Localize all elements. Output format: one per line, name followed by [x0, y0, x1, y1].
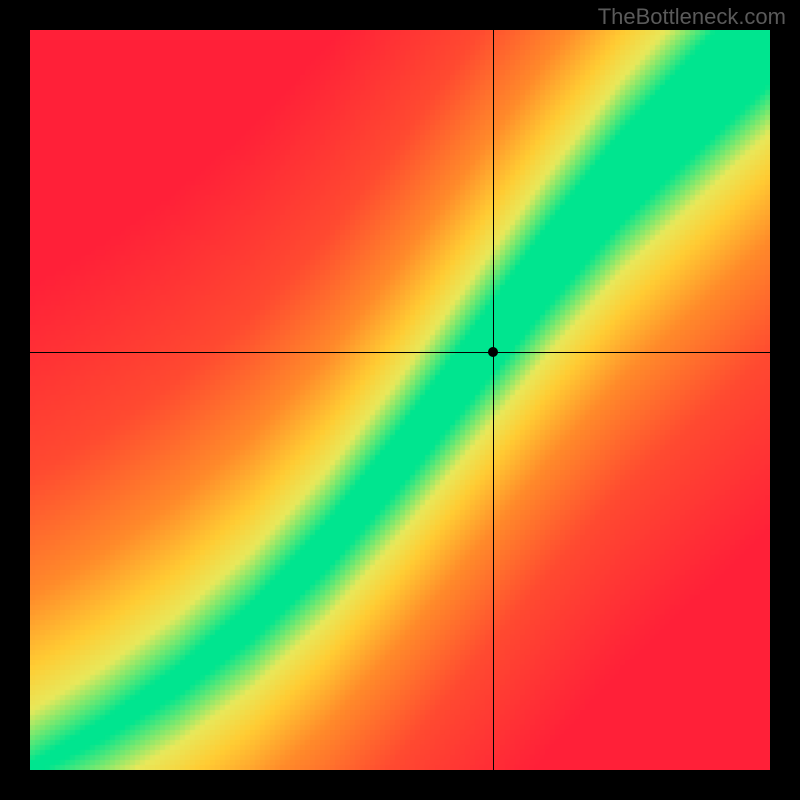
chart-container: TheBottleneck.com	[0, 0, 800, 800]
crosshair-vertical	[493, 30, 494, 770]
crosshair-horizontal	[30, 352, 770, 353]
watermark-text: TheBottleneck.com	[598, 4, 786, 30]
plot-area	[30, 30, 770, 770]
marker-dot	[488, 347, 498, 357]
heatmap-canvas	[30, 30, 770, 770]
